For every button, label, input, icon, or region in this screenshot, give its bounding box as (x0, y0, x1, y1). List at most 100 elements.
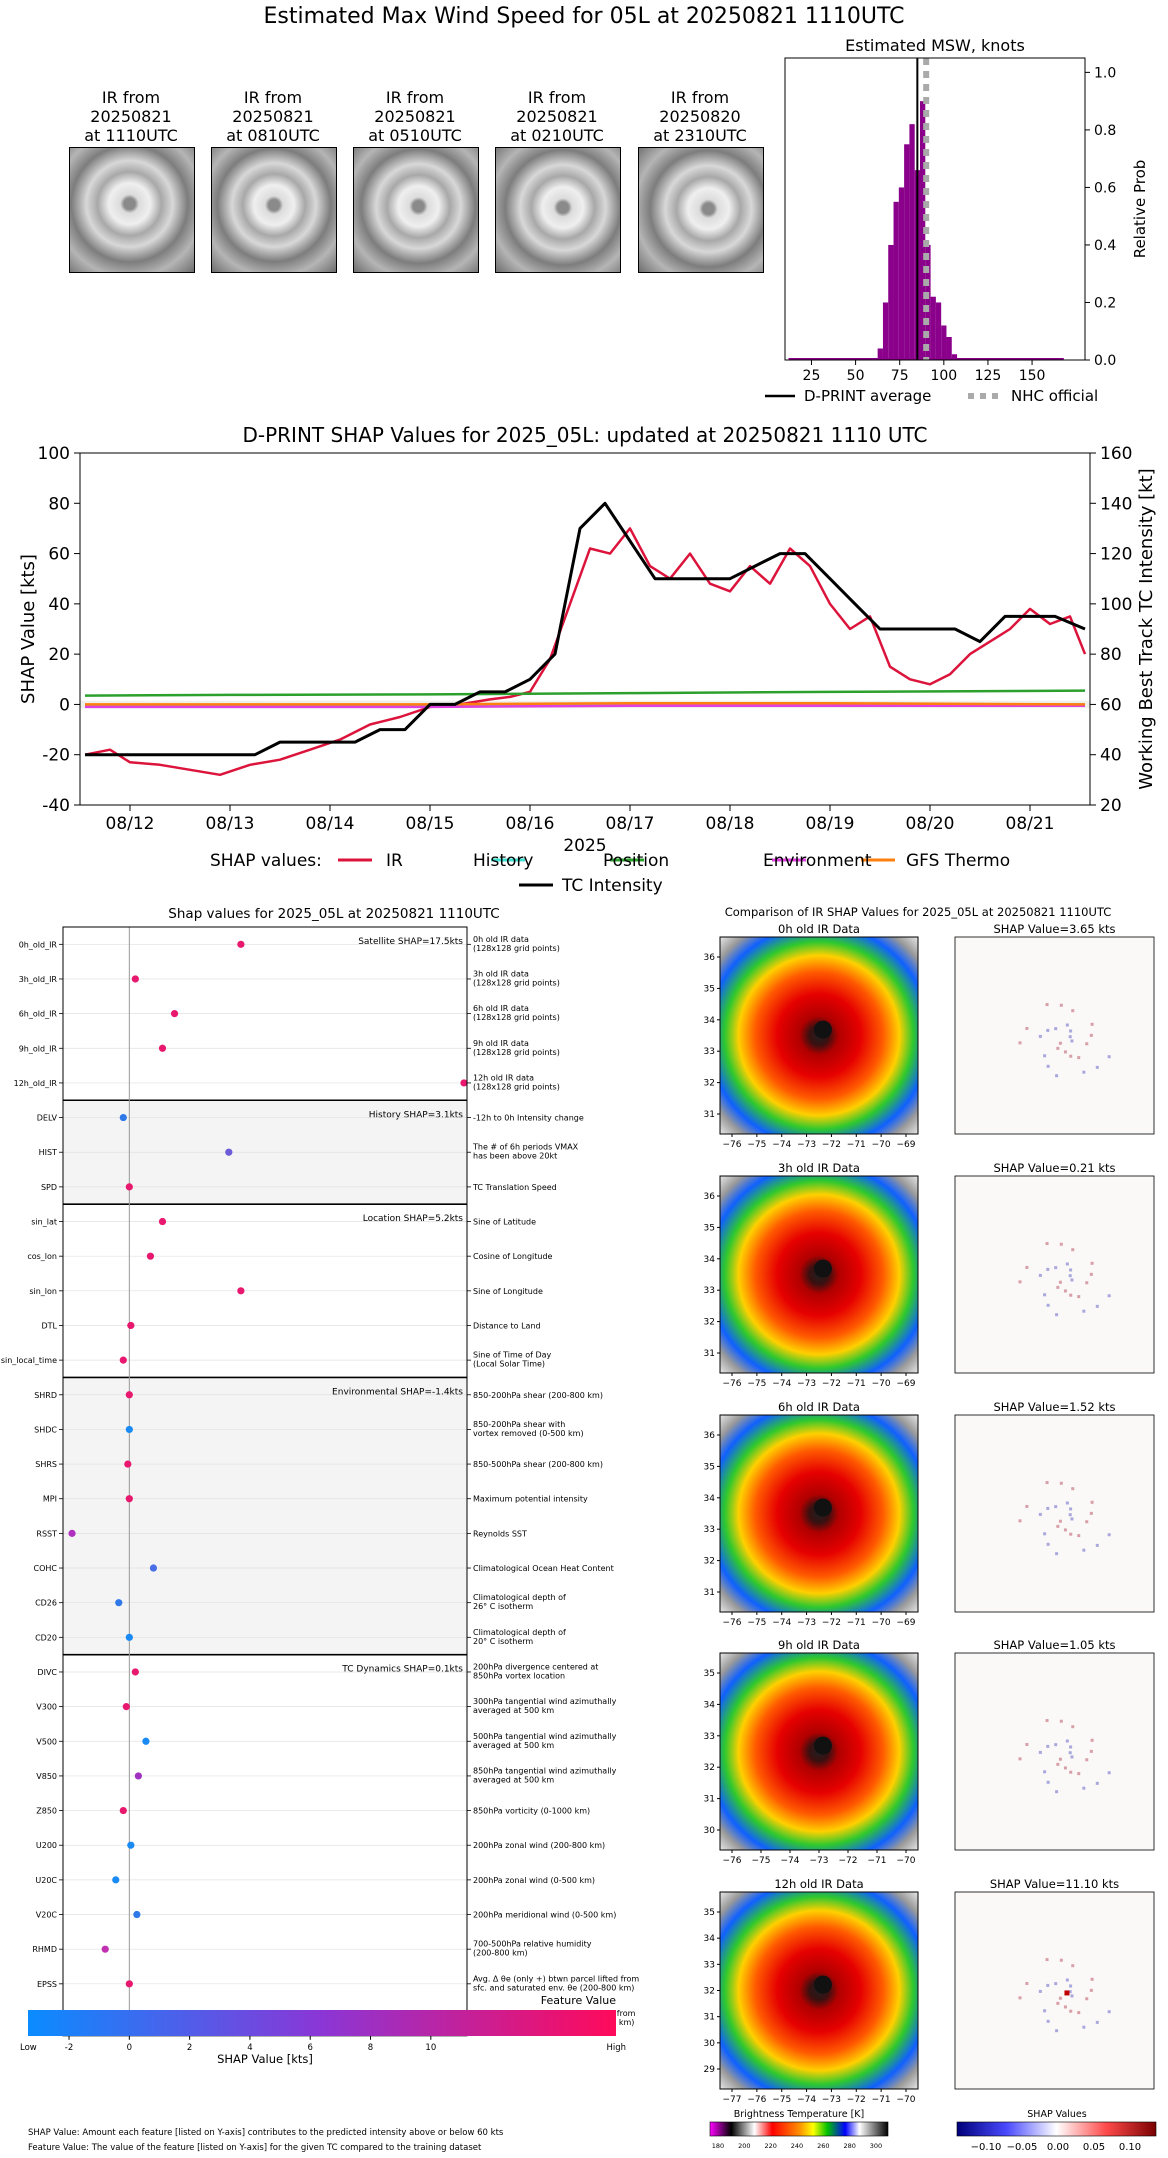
feature-point (125, 1391, 133, 1399)
feature-name: RSST (36, 1529, 57, 1538)
legend-label: TC Intensity (561, 876, 663, 896)
x-tick-label: 08/19 (806, 814, 855, 834)
y-tick-label: 33 (704, 1732, 715, 1742)
feature-description: Cosine of Longitude (473, 1252, 553, 1261)
histogram-bar (898, 187, 905, 360)
page-title: Estimated Max Wind Speed for 05L at 2025… (263, 4, 905, 29)
y-right-tick-label: 20 (1100, 796, 1122, 816)
shap-pixel (1059, 1958, 1063, 1962)
histogram-bar (935, 302, 942, 360)
shap-panel-title: SHAP Value=11.10 kts (990, 1877, 1119, 1891)
y-tick-label: 32 (704, 1557, 715, 1567)
shap-pixel (1056, 1285, 1060, 1289)
histogram-bar (951, 354, 958, 360)
feature-point (131, 1668, 139, 1676)
feature-name: CD20 (35, 1633, 57, 1642)
x-tick-label: -2 (65, 2043, 73, 2053)
feature-point (119, 1356, 127, 1364)
shap-pixel (1071, 1248, 1075, 1252)
feature-point (142, 1737, 150, 1745)
shap-pixel (1043, 1532, 1047, 1536)
y-tick-label: 32 (704, 1079, 715, 1089)
series-line (85, 701, 1086, 706)
shap-pixel (1063, 2005, 1067, 2009)
shap-pixel (1025, 1265, 1029, 1269)
feature-name: HIST (39, 1148, 57, 1157)
shap-pixel (1095, 1781, 1099, 1785)
bt-tick-label: 260 (817, 2142, 829, 2150)
shap-pixel (1046, 1028, 1050, 1032)
shap-pixel (1025, 1742, 1029, 1746)
colorbar-low-label: Low (20, 2043, 37, 2053)
feature-description: 700-500hPa relative humidity (473, 1940, 592, 1949)
y-tick-label: 29 (704, 2065, 716, 2075)
feature-description: 850hPa vortex location (473, 1671, 565, 1680)
shap-pixel (1095, 1304, 1099, 1308)
feature-description: 200hPa zonal wind (200-800 km) (473, 1841, 605, 1850)
shap-pixel (1054, 1982, 1058, 1986)
feature-description: (128x128 grid points) (473, 1082, 560, 1091)
y-tick-label: 33 (704, 1525, 715, 1535)
shap-pixel (1025, 1504, 1029, 1508)
shap-pixel (1018, 1041, 1022, 1045)
y-right-tick-label: 40 (1100, 746, 1122, 766)
shap-pixel (1069, 2009, 1073, 2013)
legend-label: IR (386, 851, 403, 871)
feature-point (119, 1806, 127, 1815)
histogram-bar (888, 244, 894, 360)
shap-pixel (1045, 1242, 1049, 1246)
shap-pixel (1070, 1994, 1074, 1998)
shap-pixel (1071, 1964, 1075, 1968)
feature-point (131, 975, 139, 983)
feature-description: 200hPa zonal wind (0-500 km) (473, 1876, 595, 1885)
storm-eye (813, 1975, 832, 1994)
y-right-tick-label: 100 (1100, 595, 1132, 615)
feature-description: Climatological depth of (473, 1593, 566, 1602)
feature-description: Sine of Longitude (473, 1287, 543, 1296)
ir-thumbnail-image (211, 147, 337, 273)
feature-name: CD26 (35, 1599, 57, 1608)
x-tick-label: 2 (187, 2043, 192, 2053)
x-tick-label: −74 (772, 1140, 791, 1150)
y-tick-label: -40 (42, 796, 70, 816)
shap-pixel (1059, 1003, 1063, 1007)
feature-point (127, 1841, 135, 1849)
shap-pixel (1095, 1065, 1099, 1069)
x-tick-label: −73 (797, 1140, 816, 1150)
plot-frame (79, 452, 1091, 806)
shap-pixel (1025, 1981, 1029, 1985)
shap-pixel (1038, 1273, 1042, 1277)
x-tick-label: 08/17 (606, 814, 655, 834)
shap-pixel (1071, 1487, 1075, 1491)
feature-description: Maximum potential intensity (473, 1495, 588, 1504)
x-tick-label: 125 (975, 368, 1002, 384)
y-tick-label: 30 (704, 2039, 716, 2049)
x-tick-label: −70 (872, 1618, 891, 1628)
x-tick-label: 50 (847, 368, 865, 384)
x-tick-label: 08/16 (506, 814, 555, 834)
x-tick-label: 08/12 (106, 814, 155, 834)
shap-pixel (1065, 1739, 1069, 1743)
y-tick-label: -20 (42, 746, 70, 766)
y-tick-label: 33 (704, 1960, 715, 1970)
feature-description: vortex removed (0-500 km) (473, 1429, 584, 1438)
feature-name: EPSS (37, 1980, 57, 1989)
bt-tick-label: 200 (738, 2142, 750, 2150)
shap-pixel (1046, 1303, 1050, 1307)
feature-point (127, 1321, 135, 1330)
y-tick-label: 34 (704, 1934, 716, 1944)
shap-pixel (1065, 1023, 1069, 1027)
shap-pixel (1038, 1034, 1042, 1038)
ir-frame (719, 936, 919, 1135)
y-tick-label: 33 (704, 1047, 715, 1057)
y-tick-label: 35 (704, 984, 715, 994)
shap-image (954, 1652, 1155, 1851)
feature-description: 200hPa divergence centered at (473, 1662, 598, 1671)
x-tick-label: 08/13 (206, 814, 255, 834)
y-tick-label: 60 (48, 545, 70, 565)
shap-pixel (1082, 1786, 1086, 1790)
shap-pixel (1046, 1064, 1050, 1068)
feature-name: SPD (41, 1183, 57, 1192)
feature-description: averaged at 500 km (473, 1706, 554, 1715)
storm-eye (813, 1736, 832, 1755)
